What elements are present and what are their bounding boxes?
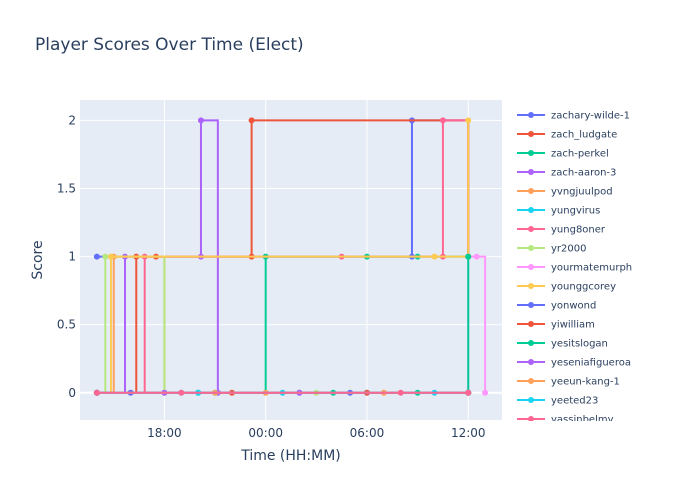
legend-swatch-marker [528,283,534,289]
data-point [397,389,404,396]
legend-swatch-marker [528,302,534,308]
data-point [248,117,255,124]
legend-swatch-marker [528,112,534,118]
legend-item[interactable]: yeeted23 [517,396,598,407]
x-tick-label: 00:00 [248,426,283,440]
legend-item[interactable]: yesitslogan [517,339,608,350]
legend-item[interactable]: yr2000 [517,244,586,255]
legend-label: yungvirus [551,206,600,217]
legend-label: yr2000 [551,244,586,255]
data-point [473,253,480,260]
legend-item[interactable]: zach-perkel [517,149,609,160]
series-line [96,119,469,394]
x-tick-labels: 18:00 00:00 06:00 12:00 [147,426,485,440]
data-point [482,389,489,396]
legend-swatch-marker [528,207,534,213]
plot-background [80,100,502,420]
legend-item[interactable]: zach-aaron-3 [517,168,616,179]
x-axis-title: Time (HH:MM) [240,448,341,464]
y-tick-label: 0 [68,386,76,400]
data-point [102,253,109,260]
y-tick-label: 1 [68,250,76,264]
legend-swatch-marker [528,188,534,194]
legend-swatch-marker [528,226,534,232]
x-tick-label: 12:00 [451,426,486,440]
legend-item[interactable]: younggcorey [517,282,616,293]
data-point [178,389,185,396]
legend-label: zach-aaron-3 [551,168,616,179]
legend-label: yeseniafigueroa [551,358,631,369]
legend-label: zachary-wilde-1 [551,111,630,122]
legend-label: yeeted23 [551,396,598,407]
legend-item[interactable]: yeeun-kang-1 [517,377,620,388]
legend[interactable]: zachary-wilde-1 zach_ludgate zach-perkel za… [517,111,632,426]
legend-label: yonwond [551,301,596,312]
data-point [93,389,100,396]
legend-item[interactable]: yungvirus [517,206,600,217]
legend-swatch-marker [528,378,534,384]
legend-label: zach-perkel [551,149,609,160]
y-tick-label: 2 [68,113,76,127]
legend-swatch-marker [528,359,534,365]
legend-item[interactable]: yiwilliam [517,320,595,331]
data-point [465,117,472,124]
x-tick-label: 06:00 [350,426,385,440]
legend-swatch-marker [528,169,534,175]
legend-item[interactable]: yvngjuulpod [517,187,613,198]
legend-swatch-marker [528,245,534,251]
legend-swatch-marker [528,264,534,270]
legend-swatch-marker [528,397,534,403]
legend-label: yourmatemurph [551,263,632,274]
data-point [439,117,446,124]
legend-label: yassinbelmy [551,415,614,426]
legend-swatch-marker [528,321,534,327]
legend-item[interactable]: yonwond [517,301,596,312]
legend-label: yung8oner [551,225,606,236]
legend-item[interactable]: zachary-wilde-1 [517,111,630,122]
chart-title: Player Scores Over Time (Elect) [35,35,304,55]
series-yassinbelmy [93,389,472,396]
legend-swatch-marker [528,416,534,421]
legend-item[interactable]: yeseniafigueroa [517,358,631,369]
legend-item[interactable]: yassinbelmy [517,415,614,426]
legend-label: yiwilliam [551,320,595,331]
legend-item[interactable]: yung8oner [517,225,606,236]
series-layer [93,117,489,396]
data-point [431,253,438,260]
legend-item[interactable]: zach_ludgate [517,130,617,141]
legend-label: zach_ludgate [551,130,617,141]
legend-swatch-marker [528,150,534,156]
x-tick-label: 18:00 [147,426,182,440]
data-point [107,253,114,260]
y-axis-title: Score [30,240,46,279]
y-tick-label: 1.5 [57,182,76,196]
y-tick-label: 0.5 [57,318,76,332]
data-point [93,253,100,260]
legend-label: younggcorey [551,282,616,293]
legend-label: yeeun-kang-1 [551,377,620,388]
data-point [197,117,204,124]
legend-label: yvngjuulpod [551,187,613,198]
legend-swatch-marker [528,340,534,346]
legend-label: yesitslogan [551,339,608,350]
legend-swatch-marker [528,131,534,137]
legend-item[interactable]: yourmatemurph [517,263,632,274]
data-point [465,253,472,260]
data-point [465,389,472,396]
y-tick-labels: 0 0.5 1 1.5 2 [57,113,76,399]
